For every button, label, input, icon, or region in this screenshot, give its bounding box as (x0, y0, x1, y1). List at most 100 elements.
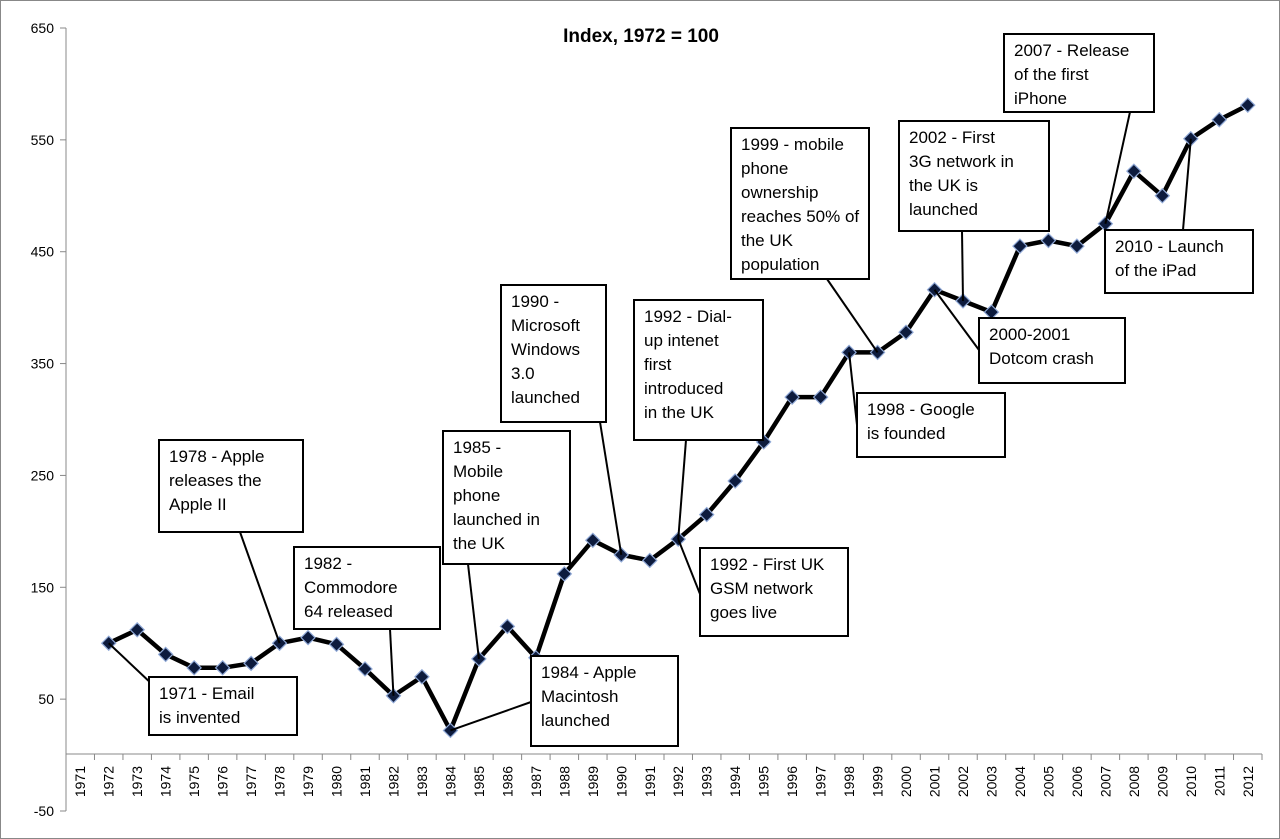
callout: 1985 - Mobile phone launched in the UK (442, 430, 571, 659)
x-tick-label: 1971 (72, 766, 88, 797)
callout-box (856, 392, 1006, 458)
data-point (812, 389, 829, 405)
callout-text: Dotcom crash (989, 349, 1094, 368)
data-point (357, 661, 373, 677)
x-tick-label: 1974 (158, 766, 174, 797)
y-tick-label: -50 (34, 803, 54, 819)
x-tick-label: 2005 (1040, 766, 1056, 797)
x-tick-label: 1984 (442, 766, 458, 797)
x-tick-label: 1989 (585, 766, 601, 797)
callout-text: 1992 - Dial- (644, 307, 732, 326)
callout-text: 3.0 (511, 364, 535, 383)
x-tick-label: 2000 (898, 766, 914, 797)
x-tick-label: 1979 (300, 766, 316, 797)
callout-box (158, 439, 304, 533)
callout-leader (239, 531, 281, 644)
callout: 2010 - Launch of the iPad (1104, 138, 1254, 294)
x-tick-label: 1986 (499, 766, 515, 797)
callout-box (293, 546, 441, 630)
callout-leader (599, 421, 623, 556)
callout-text: launched (511, 388, 580, 407)
callout: 1992 - First UK GSM network goes live (677, 538, 849, 637)
callout-text: Apple II (169, 495, 227, 514)
callout-text: introduced (644, 379, 723, 398)
callout-leader (467, 563, 480, 659)
x-tick-label: 2010 (1183, 766, 1199, 797)
callout-text: ownership (741, 183, 819, 202)
x-tick-label: 2001 (927, 766, 943, 797)
callout: 1990 - Microsoft Windows 3.0 launched (500, 284, 623, 556)
callout-text: launched in (453, 510, 540, 529)
x-tick-label: 2003 (983, 766, 999, 797)
data-series (100, 97, 1256, 739)
callout-leader (961, 230, 964, 301)
callout-box (633, 299, 764, 441)
data-point (784, 389, 800, 405)
y-tick-label: 50 (38, 691, 54, 707)
x-tick-label: 1991 (642, 766, 658, 797)
callout-leader (826, 278, 879, 353)
callout-box (148, 676, 298, 736)
callout-text: Microsoft (511, 316, 580, 335)
x-tick-label: 1995 (756, 766, 772, 797)
callout-text: 1992 - First UK (710, 555, 825, 574)
x-tick-label: 1980 (329, 766, 345, 797)
callout: 1978 - Apple releases the Apple II (158, 439, 304, 644)
data-point (584, 532, 601, 549)
callout-text: GSM network (710, 579, 813, 598)
callout-text: 2002 - First (909, 128, 995, 147)
x-tick-label: 1999 (870, 766, 886, 797)
callout-text: 1990 - (511, 292, 559, 311)
callout-text: iPhone (1014, 89, 1067, 108)
callout-leader (848, 352, 858, 426)
callout-text: releases the (169, 471, 262, 490)
callout-text: launched (909, 200, 978, 219)
callout-text: Macintosh (541, 687, 618, 706)
data-point (641, 552, 658, 569)
callout-box (530, 655, 679, 747)
x-tick-label: 1998 (841, 766, 857, 797)
callout: 2007 - Release of the first iPhone (1003, 33, 1155, 224)
callout-text: 1984 - Apple (541, 663, 636, 682)
callout: 1999 - mobile phone ownership reaches 50% o… (730, 127, 879, 353)
callout-box (1104, 229, 1254, 294)
data-point (1069, 238, 1085, 254)
x-tick-label: 1985 (471, 766, 487, 797)
callout-leader (677, 439, 687, 540)
y-tick-label: 450 (31, 244, 55, 260)
callout-text: reaches 50% of (741, 207, 859, 226)
callout-leader (933, 289, 980, 351)
data-point (1126, 163, 1142, 180)
y-tick-label: 250 (31, 467, 55, 483)
x-tick-label: 1993 (699, 766, 715, 797)
callout-box (500, 284, 607, 423)
callout: 1984 - Apple Macintosh launched (450, 655, 679, 747)
callout-text: 2010 - Launch (1115, 237, 1224, 256)
callout-text: 1978 - Apple (169, 447, 264, 466)
data-point (499, 618, 516, 635)
callout-text: 2000-2001 (989, 325, 1070, 344)
callout-text: 1971 - Email (159, 684, 254, 703)
data-point (1040, 232, 1057, 249)
callout-text: is invented (159, 708, 240, 727)
x-tick-label: 2007 (1097, 766, 1113, 797)
callout-box (730, 127, 870, 280)
callout: 1971 - Email is invented (108, 642, 298, 736)
callout-text: 1999 - mobile (741, 135, 844, 154)
data-point (698, 506, 715, 523)
callout-leader (1182, 138, 1192, 231)
data-point (727, 473, 744, 489)
x-tick-label: 2006 (1069, 766, 1085, 797)
callout-text: first (644, 355, 672, 374)
callout-text: 2007 - Release (1014, 41, 1129, 60)
callout-text: in the UK (644, 403, 715, 422)
y-tick-label: 150 (31, 579, 55, 595)
callout-text: population (741, 255, 819, 274)
callout-leader (389, 628, 395, 696)
x-tick-label: 1994 (727, 766, 743, 797)
data-point (129, 621, 146, 638)
chart-title: Index, 1972 = 100 (563, 26, 719, 47)
data-point (1211, 111, 1228, 128)
